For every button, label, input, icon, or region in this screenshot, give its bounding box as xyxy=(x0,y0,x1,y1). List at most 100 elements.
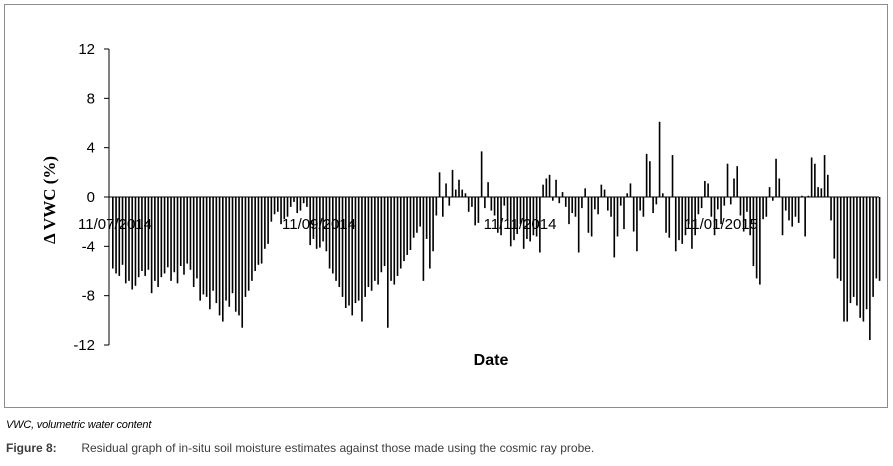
bar-87 xyxy=(393,197,396,285)
bar-97 xyxy=(425,197,428,239)
bar-65 xyxy=(322,197,324,242)
bar-85 xyxy=(387,197,389,328)
bar-22 xyxy=(183,197,185,275)
residual-bar-chart: 12 8 4 0 -4 -8 -12 11/07/2014 11/09/2014 11/11/2… xyxy=(40,41,881,369)
bar-193 xyxy=(736,166,739,197)
y-tick-label: 12 xyxy=(78,41,95,58)
bar-189 xyxy=(723,197,726,206)
bar-210 xyxy=(791,197,794,227)
bar-41 xyxy=(244,197,247,297)
bar-153 xyxy=(607,197,609,211)
bar-84 xyxy=(383,197,386,267)
date-labels-group: 11/07/2014 11/09/2014 11/11/2014 11/01/2015 xyxy=(78,216,758,233)
bar-47 xyxy=(264,197,266,249)
bar-204 xyxy=(772,197,774,201)
bar-162 xyxy=(636,197,638,252)
bar-235 xyxy=(872,197,874,297)
bar-74 xyxy=(351,197,354,316)
bar-151 xyxy=(600,184,603,197)
bar-62 xyxy=(312,197,315,239)
bar-23 xyxy=(186,197,189,264)
bar-216 xyxy=(810,157,813,197)
bar-1 xyxy=(115,197,117,274)
x-axis-label: Date xyxy=(474,352,509,369)
bar-49 xyxy=(270,197,273,222)
bar-11 xyxy=(147,197,150,270)
bar-0 xyxy=(112,197,114,269)
bar-171 xyxy=(665,197,667,233)
bar-122 xyxy=(506,197,509,221)
bar-160 xyxy=(629,183,632,197)
bar-118 xyxy=(493,197,496,216)
bar-24 xyxy=(189,197,192,270)
bar-161 xyxy=(632,197,635,232)
bar-94 xyxy=(416,197,418,233)
y-ticks-group: 12 8 4 0 -4 -8 -12 xyxy=(73,41,109,354)
bar-214 xyxy=(804,197,806,237)
bar-125 xyxy=(516,197,519,234)
y-tick-label: 8 xyxy=(87,90,95,107)
bar-155 xyxy=(613,197,616,258)
bar-195 xyxy=(742,197,745,232)
caption-text: Residual graph of in-situ soil moisture … xyxy=(81,441,595,455)
bar-30 xyxy=(209,197,211,310)
bar-59 xyxy=(302,197,305,204)
bar-39 xyxy=(238,197,240,316)
bar-207 xyxy=(781,197,784,236)
bar-180 xyxy=(694,197,696,236)
bar-150 xyxy=(597,197,599,215)
bar-179 xyxy=(691,197,693,249)
bar-105 xyxy=(451,169,454,197)
bar-119 xyxy=(497,197,499,233)
bar-145 xyxy=(581,197,583,209)
bar-135 xyxy=(548,174,551,197)
bar-114 xyxy=(480,151,483,197)
bar-208 xyxy=(784,197,787,211)
bar-132 xyxy=(539,197,541,253)
bar-92 xyxy=(409,197,412,251)
bar-110 xyxy=(467,197,470,212)
bar-82 xyxy=(377,197,379,285)
bar-218 xyxy=(817,187,819,197)
bar-190 xyxy=(726,163,729,197)
bar-121 xyxy=(503,197,506,206)
bar-200 xyxy=(759,197,761,285)
bar-76 xyxy=(357,197,360,301)
bar-78 xyxy=(364,197,366,297)
bar-188 xyxy=(720,197,722,225)
bar-129 xyxy=(529,197,531,242)
bar-53 xyxy=(283,197,286,220)
bar-46 xyxy=(260,197,263,264)
bar-13 xyxy=(154,197,156,281)
bar-199 xyxy=(755,197,758,279)
bar-206 xyxy=(778,178,781,197)
bar-164 xyxy=(642,197,645,217)
bar-86 xyxy=(390,197,392,281)
bar-14 xyxy=(157,197,159,288)
bar-67 xyxy=(328,197,331,269)
bar-52 xyxy=(280,197,282,225)
x-date-label: 11/11/2014 xyxy=(484,216,557,233)
bar-128 xyxy=(526,197,528,239)
footnote: VWC, volumetric water content xyxy=(6,419,152,431)
bar-120 xyxy=(500,197,502,236)
bar-31 xyxy=(212,197,214,291)
bar-63 xyxy=(315,197,318,249)
bar-116 xyxy=(487,182,489,197)
bar-192 xyxy=(733,178,735,197)
bar-159 xyxy=(626,193,629,197)
bar-115 xyxy=(484,197,486,209)
y-tick-label: -8 xyxy=(82,288,95,305)
bar-19 xyxy=(173,197,176,273)
bar-88 xyxy=(396,197,399,276)
bar-69 xyxy=(335,197,337,281)
bar-232 xyxy=(862,197,865,322)
bar-174 xyxy=(674,197,677,252)
bar-104 xyxy=(448,197,451,206)
bar-197 xyxy=(749,197,751,236)
bar-9 xyxy=(141,197,143,271)
bar-215 xyxy=(807,195,810,197)
bar-217 xyxy=(814,163,816,197)
bar-61 xyxy=(309,197,311,246)
bar-72 xyxy=(344,197,347,308)
